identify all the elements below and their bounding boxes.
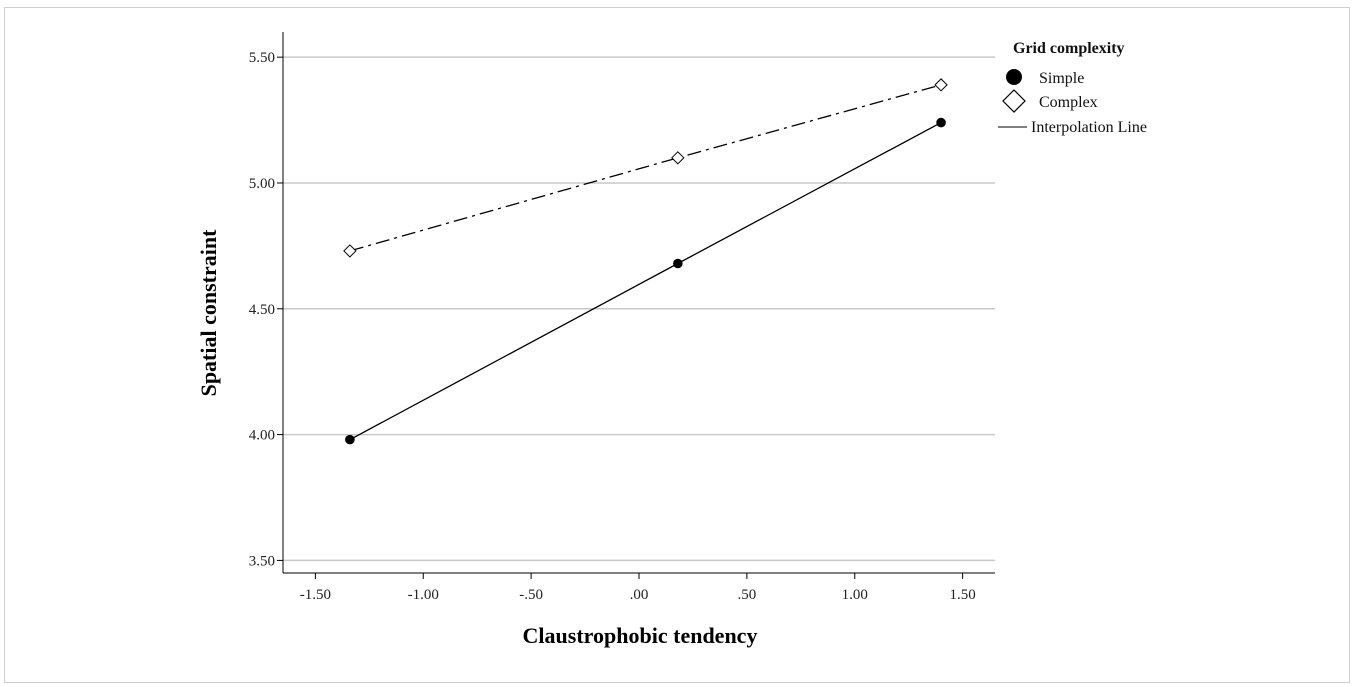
- legend-simple-marker: [1006, 69, 1022, 85]
- point-complex: [343, 244, 357, 258]
- legend: Grid complexity Simple Complex Interpola…: [998, 40, 1147, 136]
- grid-lines: [283, 56, 995, 562]
- legend-complex-marker: [1002, 89, 1026, 113]
- y-ticks: 3.50 4.00 4.50 5.00 5.50: [249, 50, 283, 569]
- point-simple: [936, 117, 946, 128]
- y-tick-label: 4.00: [249, 428, 275, 444]
- legend-title: Grid complexity: [1013, 40, 1125, 57]
- series-lines: [349, 84, 942, 441]
- point-complex: [934, 78, 948, 92]
- x-axis-title: Claustrophobic tendency: [523, 623, 758, 648]
- y-tick-label: 4.50: [249, 302, 275, 318]
- axes: [282, 32, 995, 574]
- y-tick-label: 5.00: [249, 176, 275, 192]
- legend-interpolation-label: Interpolation Line: [1031, 119, 1147, 136]
- point-simple: [345, 434, 355, 445]
- legend-simple-label: Simple: [1039, 70, 1084, 87]
- x-tick-label: 1.00: [842, 587, 868, 603]
- point-simple: [673, 258, 683, 269]
- x-tick-label: 1.50: [950, 587, 976, 603]
- series-points: [343, 78, 948, 445]
- point-complex: [671, 151, 685, 165]
- x-tick-label: -.50: [519, 587, 543, 603]
- chart-frame: [4, 7, 1350, 683]
- x-ticks: -1.50 -1.00 -.50 .00 .50 1.00 1.50: [300, 573, 976, 603]
- x-tick-label: -1.00: [408, 587, 439, 603]
- legend-complex-label: Complex: [1039, 94, 1098, 111]
- y-axis-title: Spatial constraint: [196, 229, 221, 397]
- x-tick-label: .00: [630, 587, 649, 603]
- series-line-simple: [349, 122, 942, 441]
- x-tick-label: .50: [738, 587, 757, 603]
- y-tick-label: 3.50: [249, 553, 275, 569]
- y-tick-label: 5.50: [249, 50, 275, 66]
- x-tick-label: -1.50: [300, 587, 331, 603]
- series-line-complex: [349, 84, 942, 252]
